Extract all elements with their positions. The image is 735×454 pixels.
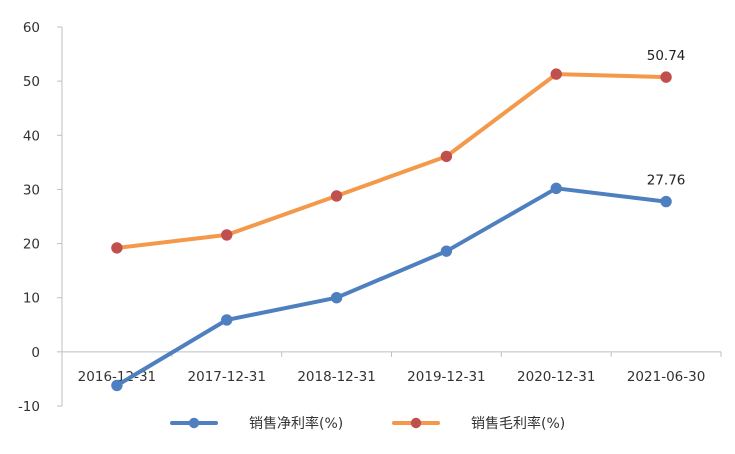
- x-tick-label: 2021-06-30: [627, 369, 705, 385]
- data-point-1: [440, 150, 453, 163]
- y-tick-label: 40: [23, 128, 40, 144]
- data-point-0: [221, 314, 233, 326]
- data-point-1: [550, 68, 562, 80]
- data-point-0: [330, 292, 343, 304]
- data-point-1: [330, 190, 343, 202]
- x-tick-label: 2020-12-31: [517, 369, 595, 385]
- data-point-0: [660, 195, 672, 208]
- y-tick-label: 10: [23, 291, 40, 307]
- data-point-0: [550, 182, 562, 195]
- y-tick-label: 50: [23, 74, 40, 90]
- y-tick-label: 20: [23, 237, 40, 253]
- x-tick-label: 2018-12-31: [297, 369, 375, 385]
- x-tick-label: 2019-12-31: [407, 369, 485, 385]
- legend-swatch-marker-1: [410, 417, 422, 429]
- y-tick-label: 30: [23, 182, 40, 198]
- legend-label-0: 销售净利率(%): [249, 415, 343, 432]
- data-label: 27.76: [647, 173, 686, 189]
- series-line-0: [114, 186, 669, 388]
- legend-swatch-marker-0: [188, 417, 200, 429]
- series-lines: [114, 72, 669, 388]
- data-labels: 27.76 50.74: [647, 48, 686, 188]
- y-tick-label: 0: [31, 345, 40, 361]
- series-line-1: [114, 72, 669, 250]
- data-point-1: [221, 229, 233, 241]
- data-label: 50.74: [647, 48, 686, 64]
- legend-label-1: 销售毛利率(%): [471, 415, 565, 432]
- x-tick-label: 2017-12-31: [188, 369, 266, 385]
- data-point-0: [440, 245, 453, 257]
- legend: 销售净利率(%) 销售毛利率(%): [170, 415, 565, 432]
- data-point-1: [111, 242, 123, 254]
- series-markers: [111, 68, 672, 392]
- y-tick-label: -10: [18, 399, 40, 415]
- y-tick-label: 60: [23, 20, 40, 36]
- data-point-1: [660, 71, 672, 83]
- data-point-0: [111, 379, 123, 392]
